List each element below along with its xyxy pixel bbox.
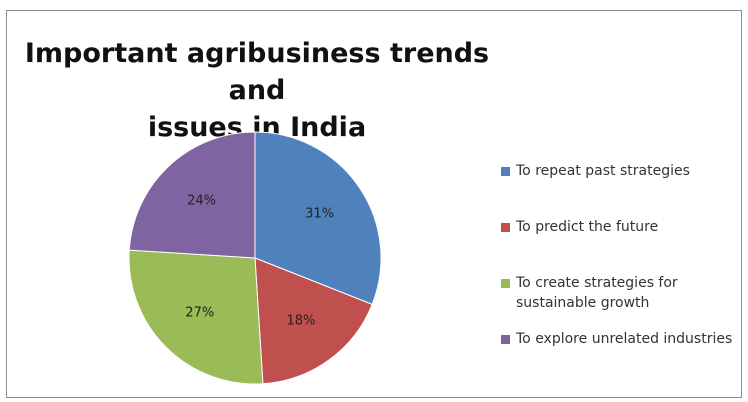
legend-item-unrelated-industries: To explore unrelated industries bbox=[501, 329, 748, 349]
legend-item-sustainable-growth: To create strategies for sustainable gro… bbox=[501, 273, 748, 313]
pie-slice-unrelated-industries bbox=[128, 131, 256, 259]
pie-slice-repeat-past-strategies bbox=[254, 131, 382, 306]
data-label-unrelated-industries: 24% bbox=[187, 194, 216, 209]
chart-area: Important agribusiness trends and issues… bbox=[6, 10, 742, 398]
pie-slice-predict-the-future bbox=[254, 257, 373, 385]
legend-swatch bbox=[501, 223, 510, 232]
legend-label: To repeat past strategies bbox=[516, 163, 690, 179]
pie-chart: 31% 18% 27% 24% bbox=[128, 131, 382, 385]
chart-title: Important agribusiness trends and issues… bbox=[24, 38, 490, 143]
legend-item-predict-the-future: To predict the future bbox=[501, 217, 748, 237]
legend-swatch bbox=[501, 279, 510, 288]
legend-swatch bbox=[501, 167, 510, 176]
legend-item-repeat-past-strategies: To repeat past strategies bbox=[501, 161, 748, 181]
legend-label: To predict the future bbox=[516, 219, 659, 235]
data-label-repeat-past-strategies: 31% bbox=[305, 207, 334, 222]
legend-label: To explore unrelated industries bbox=[516, 331, 733, 347]
legend-label: To create strategies for sustainable gro… bbox=[516, 275, 678, 311]
pie-slice-sustainable-growth bbox=[128, 249, 264, 385]
data-label-sustainable-growth: 27% bbox=[185, 306, 214, 321]
legend-swatch bbox=[501, 335, 510, 344]
data-label-predict-the-future: 18% bbox=[286, 314, 315, 329]
